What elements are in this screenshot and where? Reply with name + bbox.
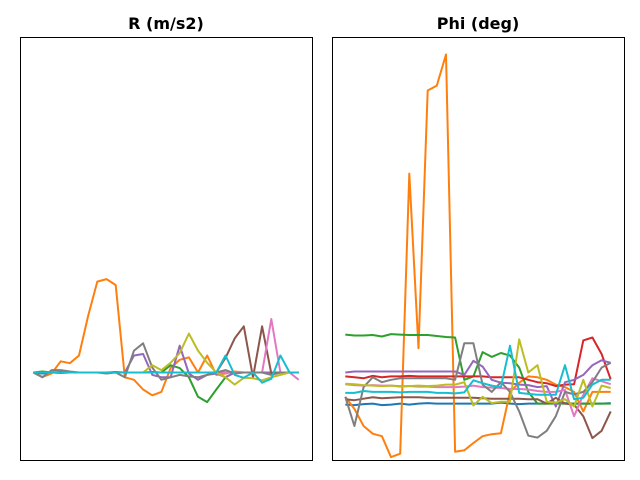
series-line-phi-4 bbox=[345, 336, 612, 388]
series-line-phi-10 bbox=[345, 344, 611, 401]
series-line-phi-8 bbox=[344, 342, 612, 439]
panel-r: R (m/s2) bbox=[20, 14, 313, 461]
panel-phi: Phi (deg) bbox=[332, 14, 625, 461]
series-line-phi-2 bbox=[344, 53, 611, 459]
panel-title-phi: Phi (deg) bbox=[437, 14, 520, 33]
plot-area-r bbox=[32, 278, 300, 404]
series-line-phi-9 bbox=[345, 338, 611, 408]
plot-area-phi bbox=[344, 53, 612, 459]
series-line-r-10 bbox=[33, 354, 299, 384]
axes-frame-r bbox=[20, 37, 313, 461]
axes-frame-phi bbox=[332, 37, 625, 461]
series-line-phi-6 bbox=[345, 396, 612, 440]
panel-title-r: R (m/s2) bbox=[128, 14, 204, 33]
